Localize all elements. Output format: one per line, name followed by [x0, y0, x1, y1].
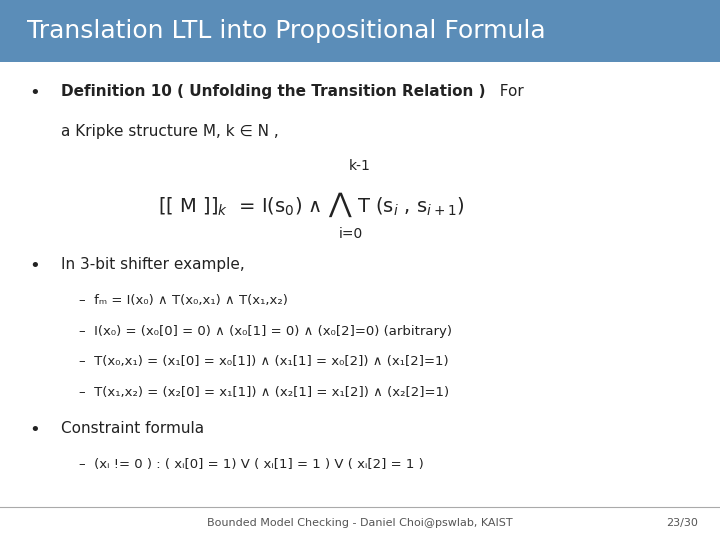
Text: •: •	[29, 421, 40, 439]
Text: Bounded Model Checking - Daniel Choi@pswlab, KAIST: Bounded Model Checking - Daniel Choi@psw…	[207, 518, 513, 528]
Text: For: For	[490, 84, 523, 99]
Text: –  T(x₀,x₁) = (x₁[0] = x₀[1]) ∧ (x₁[1] = x₀[2]) ∧ (x₁[2]=1): – T(x₀,x₁) = (x₁[0] = x₀[1]) ∧ (x₁[1] = …	[79, 355, 449, 368]
Text: [[ M ]]$_k$  = I(s$_0$) ∧ ⋀ T (s$_i$ , s$_{i+1}$): [[ M ]]$_k$ = I(s$_0$) ∧ ⋀ T (s$_i$ , s$…	[158, 191, 465, 219]
Text: –  (xᵢ != 0 ) : ( xᵢ[0] = 1) V ( xᵢ[1] = 1 ) V ( xᵢ[2] = 1 ): – (xᵢ != 0 ) : ( xᵢ[0] = 1) V ( xᵢ[1] = …	[79, 458, 424, 471]
Text: In 3-bit shifter example,: In 3-bit shifter example,	[61, 257, 245, 272]
Text: –  T(x₁,x₂) = (x₂[0] = x₁[1]) ∧ (x₂[1] = x₁[2]) ∧ (x₂[2]=1): – T(x₁,x₂) = (x₂[0] = x₁[1]) ∧ (x₂[1] = …	[79, 386, 449, 399]
FancyBboxPatch shape	[0, 0, 720, 62]
Text: Translation LTL into Propositional Formula: Translation LTL into Propositional Formu…	[27, 19, 546, 43]
Text: i=0: i=0	[338, 227, 363, 241]
Text: k-1: k-1	[349, 159, 371, 173]
Text: 23/30: 23/30	[667, 518, 698, 528]
Text: •: •	[29, 257, 40, 275]
Text: a Kripke structure M, k ∈ N ,: a Kripke structure M, k ∈ N ,	[61, 124, 279, 139]
Text: •: •	[29, 84, 40, 102]
Text: Constraint formula: Constraint formula	[61, 421, 204, 436]
Text: –  I(x₀) = (x₀[0] = 0) ∧ (x₀[1] = 0) ∧ (x₀[2]=0) (arbitrary): – I(x₀) = (x₀[0] = 0) ∧ (x₀[1] = 0) ∧ (x…	[79, 325, 452, 338]
Text: Definition 10 ( Unfolding the Transition Relation ): Definition 10 ( Unfolding the Transition…	[61, 84, 486, 99]
Text: –  fₘ = I(x₀) ∧ T(x₀,x₁) ∧ T(x₁,x₂): – fₘ = I(x₀) ∧ T(x₀,x₁) ∧ T(x₁,x₂)	[79, 294, 288, 307]
